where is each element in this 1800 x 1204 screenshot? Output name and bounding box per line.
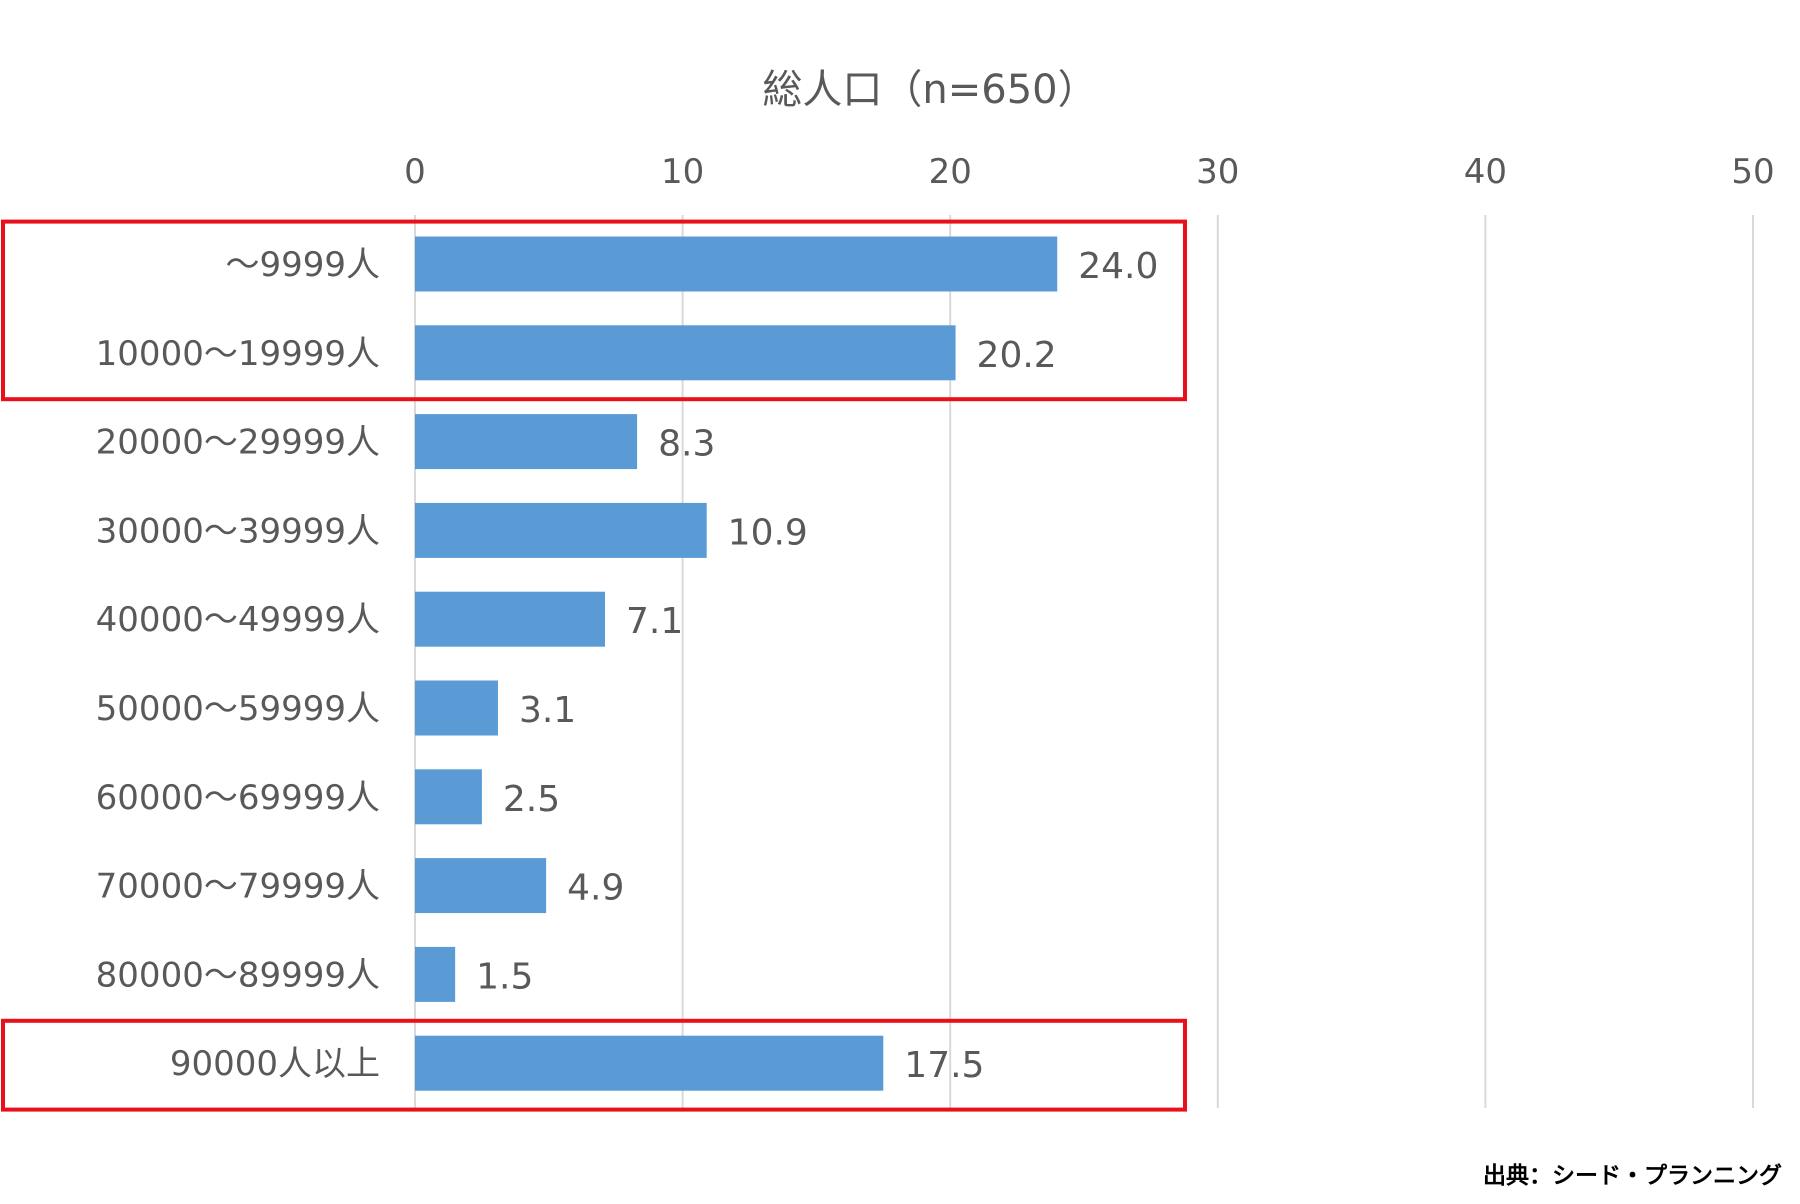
bar — [415, 769, 482, 825]
bars — [415, 236, 1058, 1091]
highlight-boxes — [1, 219, 1187, 1112]
category-label: 40000～49999人 — [96, 600, 380, 640]
x-tick-label: 10 — [661, 152, 704, 192]
x-tick-label: 50 — [1731, 152, 1774, 192]
category-label: 90000人以上 — [170, 1044, 380, 1084]
value-label: 17.5 — [904, 1045, 984, 1086]
value-label: 7.1 — [626, 601, 683, 642]
bar — [415, 502, 707, 558]
value-label: 8.3 — [658, 424, 715, 465]
source-note: 出典：シード・プランニング — [1483, 1162, 1782, 1189]
bar — [415, 414, 638, 470]
value-label: 24.0 — [1078, 246, 1158, 287]
bar — [415, 858, 547, 914]
bar — [415, 680, 498, 736]
bar — [415, 1035, 884, 1091]
category-label: 50000～59999人 — [96, 689, 380, 729]
value-label: 2.5 — [503, 779, 560, 820]
category-label: 20000～29999人 — [96, 423, 380, 463]
value-label: 3.1 — [519, 690, 576, 731]
x-tick-label: 0 — [404, 152, 426, 192]
bar — [415, 236, 1058, 292]
x-tick-label: 30 — [1196, 152, 1239, 192]
category-label: 80000～89999人 — [96, 955, 380, 995]
chart-title: 総人口（n=650） — [762, 67, 1097, 113]
bar — [415, 591, 605, 647]
category-label: ～9999人 — [225, 245, 380, 285]
category-labels: ～9999人 10000～19999人 20000～29999人 30000～3999… — [96, 245, 380, 1084]
highlight-box — [1, 219, 1187, 402]
category-label: 30000～39999人 — [96, 511, 380, 551]
bar — [415, 325, 956, 381]
value-label: 1.5 — [476, 956, 533, 997]
value-label: 20.2 — [977, 335, 1057, 376]
x-tick-label: 40 — [1464, 152, 1507, 192]
x-axis-ticks: 0 10 20 30 40 50 — [404, 152, 1774, 192]
value-labels: 24.0 20.2 8.3 10.9 7.1 3.1 2.5 4.9 1.5 17.5 — [476, 246, 1158, 1086]
category-label: 10000～19999人 — [96, 334, 380, 374]
category-label: 70000～79999人 — [96, 867, 380, 907]
bar — [415, 946, 456, 1002]
value-label: 4.9 — [567, 868, 624, 909]
value-label: 10.9 — [728, 512, 808, 553]
category-label: 60000～69999人 — [96, 778, 380, 818]
highlight-box — [1, 1018, 1187, 1112]
x-tick-label: 20 — [929, 152, 972, 192]
